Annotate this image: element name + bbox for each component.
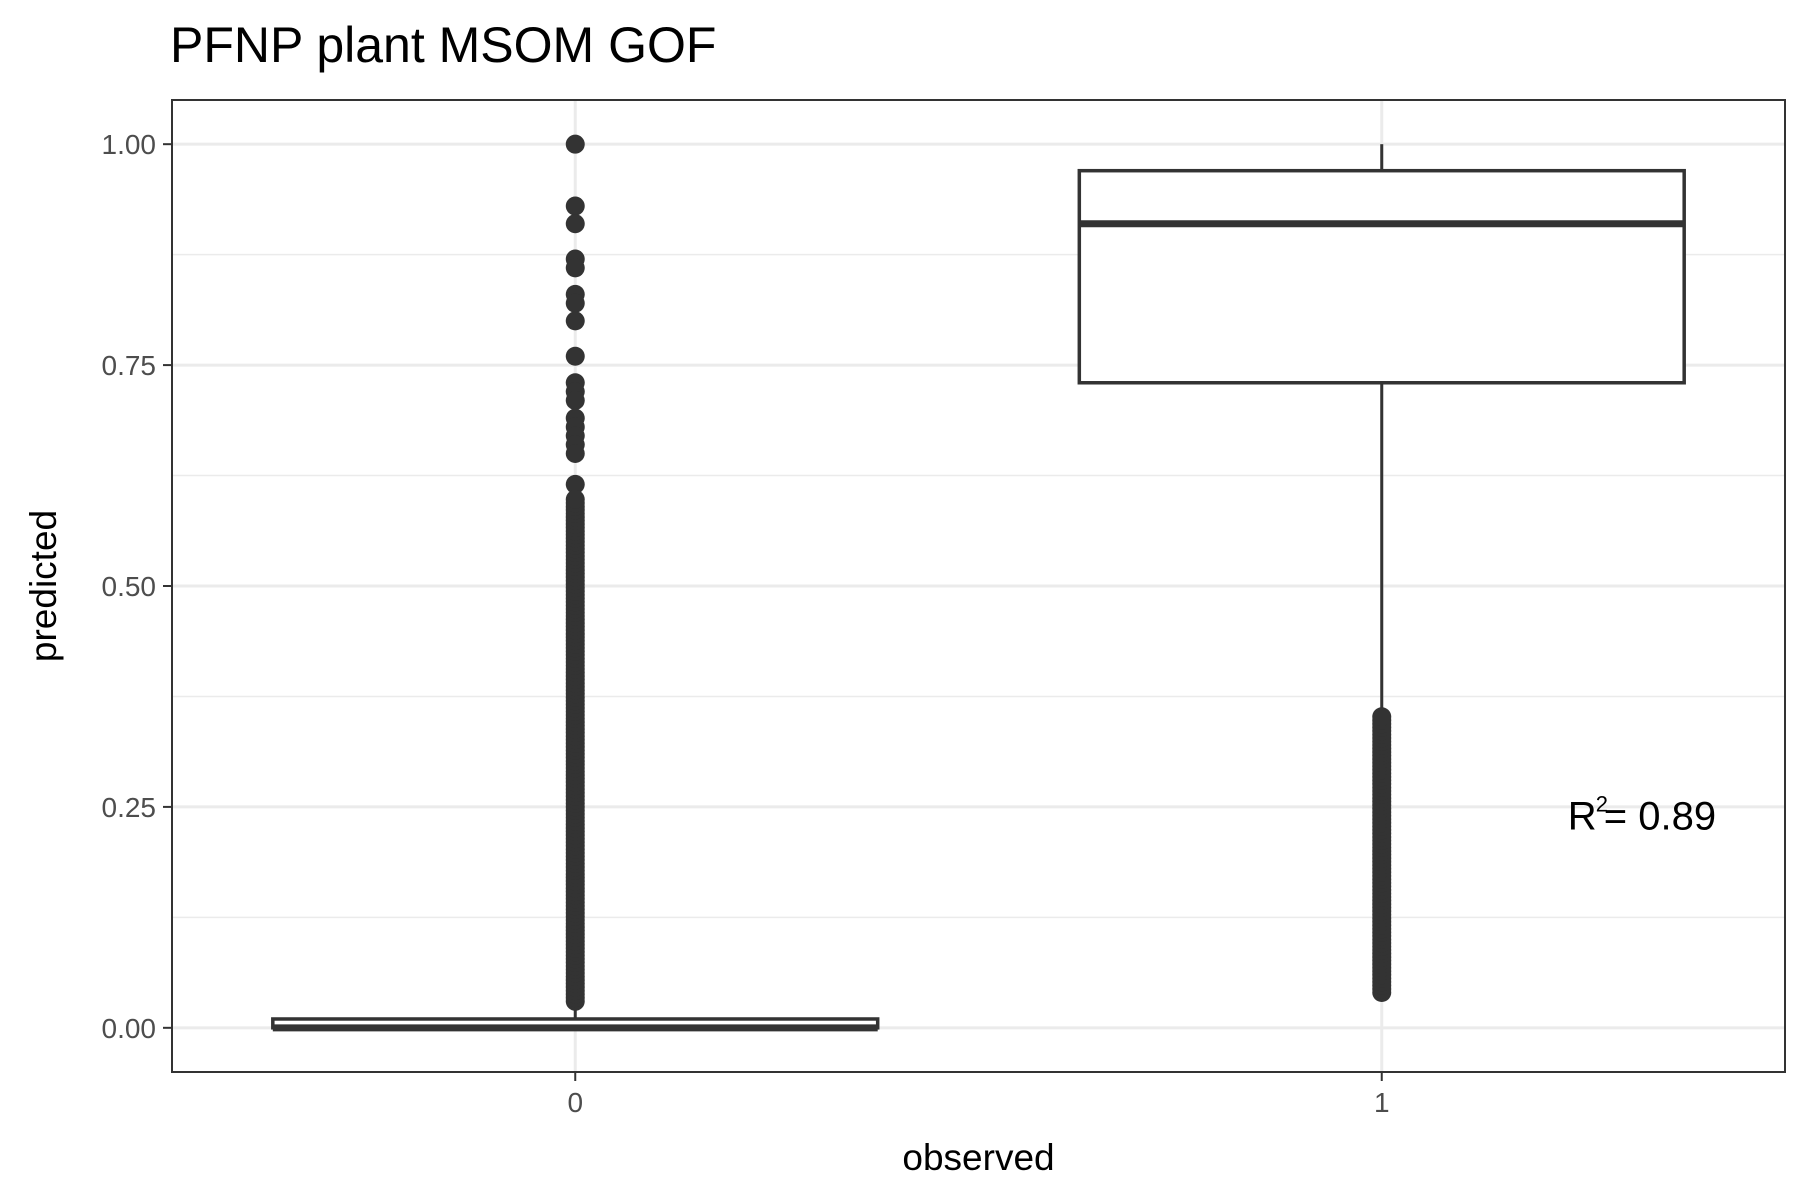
outliers-0	[565, 134, 585, 1011]
outlier-point	[565, 134, 585, 154]
annotation-superscript: 2	[1596, 792, 1608, 817]
outlier-point	[565, 443, 585, 463]
x-axis-title: observed	[902, 1137, 1054, 1178]
outlier-point	[565, 196, 585, 216]
y-tick-label: 1.00	[102, 129, 157, 160]
axes: 0.00 0.25 0.50 0.75 1.00 0 1	[102, 129, 1390, 1118]
y-tick-label: 0.00	[102, 1013, 157, 1044]
y-tick-label: 0.25	[102, 792, 157, 823]
annotation-base: R	[1568, 795, 1597, 839]
box-plot-1	[1077, 144, 1686, 710]
outlier-point	[565, 390, 585, 410]
outlier-point	[565, 311, 585, 331]
outlier-point	[565, 214, 585, 234]
x-tick-label: 1	[1374, 1087, 1390, 1118]
box	[1077, 168, 1686, 385]
outliers-1	[1372, 707, 1392, 1002]
outlier-point	[1372, 707, 1392, 727]
outlier-point	[565, 258, 585, 278]
outlier-point	[565, 346, 585, 366]
box-plots	[271, 144, 1686, 1032]
box-plot-0	[271, 1005, 880, 1032]
outlier-point	[565, 489, 585, 509]
x-tick-label: 0	[567, 1087, 583, 1118]
y-tick-label: 0.50	[102, 571, 157, 602]
outlier-points	[565, 134, 1392, 1011]
chart-title: PFNP plant MSOM GOF	[170, 17, 716, 73]
outlier-point	[565, 293, 585, 313]
outlier-point	[565, 474, 585, 494]
y-axis-title: predicted	[23, 510, 64, 662]
y-tick-label: 0.75	[102, 350, 157, 381]
annotation-value: = 0.89	[1604, 795, 1716, 839]
